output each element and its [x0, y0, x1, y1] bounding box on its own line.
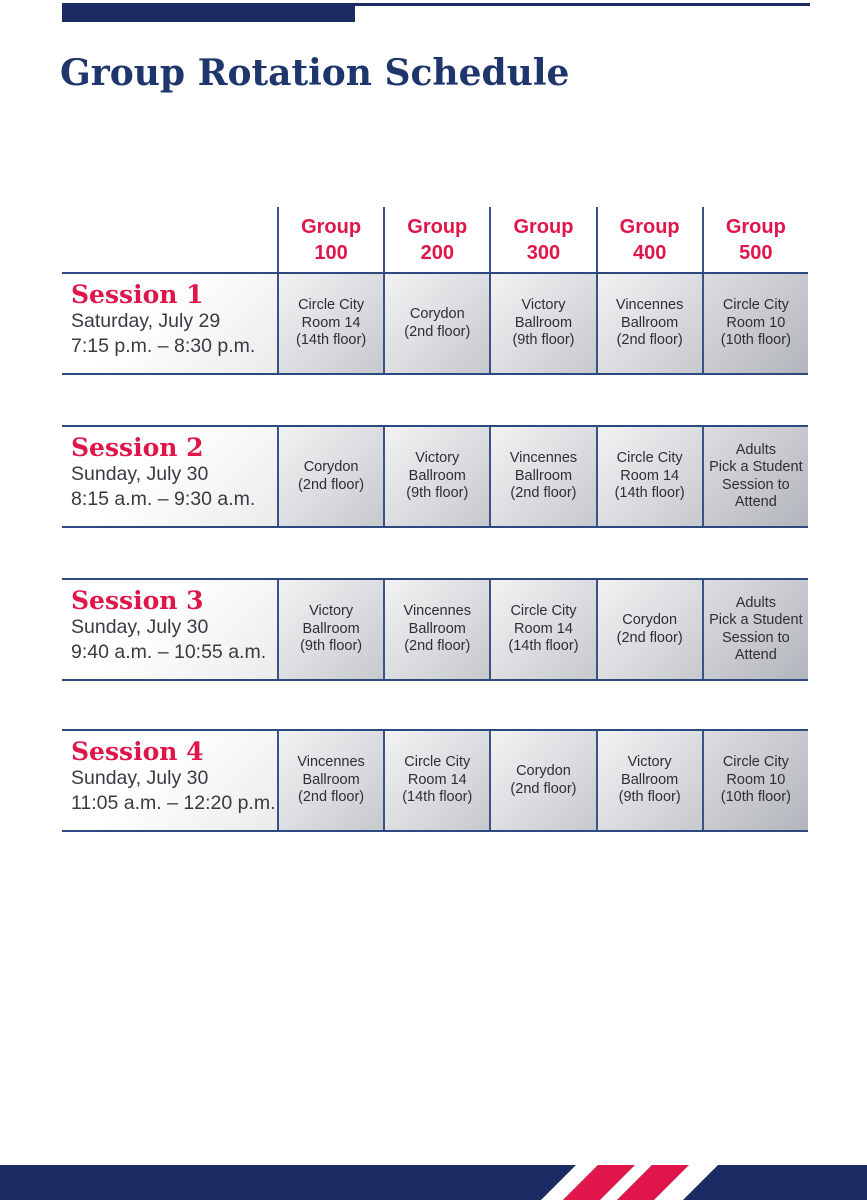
session-3-group-300-room: Circle City Room 14 (14th floor) — [489, 580, 596, 679]
group-header-500: Group 500 — [701, 207, 808, 272]
group-header-100: Group 100 — [277, 207, 383, 272]
group-header-300-label: Group 300 — [513, 215, 574, 264]
group-header-100-label: Group 100 — [301, 215, 362, 264]
room-label: Victory Ballroom (9th floor) — [618, 754, 681, 806]
session-1-group-100-room: Circle City Room 14 (14th floor) — [277, 274, 384, 373]
bottom-accent-bar — [0, 1165, 867, 1200]
session-4-info: Session 4 Sunday, July 30 11:05 a.m. – 1… — [62, 731, 277, 830]
session-2-name: Session 2 — [71, 433, 204, 462]
room-label: Circle City Room 14 (14th floor) — [614, 450, 685, 502]
room-label: Corydon (2nd floor) — [616, 612, 683, 646]
session-row-4: Session 4 Sunday, July 30 11:05 a.m. – 1… — [62, 729, 808, 832]
session-3-group-200-room: Vincennes Ballroom (2nd floor) — [383, 580, 490, 679]
session-3-date: Sunday, July 30 — [71, 615, 209, 638]
session-1-name: Session 1 — [71, 280, 204, 309]
session-2-group-200-room: Victory Ballroom (9th floor) — [383, 427, 490, 526]
session-1-time: 7:15 p.m. – 8:30 p.m. — [71, 335, 256, 358]
session-1-group-500-room: Circle City Room 10 (10th floor) — [701, 274, 808, 373]
room-label: Circle City Room 14 (14th floor) — [508, 603, 579, 655]
session-row-3: Session 3 Sunday, July 30 9:40 a.m. – 10… — [62, 578, 808, 681]
room-label: Adults Pick a Student Session to Attend — [709, 441, 803, 510]
top-accent-line — [62, 3, 810, 6]
session-4-time: 11:05 a.m. – 12:20 p.m. — [71, 792, 276, 815]
session-1-group-200-room: Corydon (2nd floor) — [383, 274, 490, 373]
room-label: Circle City Room 14 (14th floor) — [296, 297, 367, 349]
top-accent-bar — [62, 3, 355, 22]
session-4-group-300-room: Corydon (2nd floor) — [489, 731, 596, 830]
group-header-200: Group 200 — [383, 207, 489, 272]
room-label: Circle City Room 10 (10th floor) — [720, 297, 791, 349]
room-label: Vincennes Ballroom (2nd floor) — [297, 754, 365, 806]
session-3-group-400-room: Corydon (2nd floor) — [595, 580, 702, 679]
session-3-group-500-room: Adults Pick a Student Session to Attend — [701, 580, 808, 679]
room-label: Circle City Room 14 (14th floor) — [402, 754, 473, 806]
session-2-group-400-room: Circle City Room 14 (14th floor) — [595, 427, 702, 526]
room-label: Vincennes Ballroom (2nd floor) — [615, 297, 684, 349]
header-spacer — [62, 207, 277, 272]
room-label: Victory Ballroom (9th floor) — [406, 450, 469, 502]
session-row-2: Session 2 Sunday, July 30 8:15 a.m. – 9:… — [62, 425, 808, 528]
group-header-row: Group 100 Group 200 Group 300 Group 400 … — [62, 207, 808, 272]
group-header-200-label: Group 200 — [407, 215, 468, 264]
session-2-group-500-room: Adults Pick a Student Session to Attend — [701, 427, 808, 526]
session-3-info: Session 3 Sunday, July 30 9:40 a.m. – 10… — [62, 580, 277, 679]
session-2-group-300-room: Vincennes Ballroom (2nd floor) — [489, 427, 596, 526]
session-2-time: 8:15 a.m. – 9:30 a.m. — [71, 488, 256, 511]
session-1-info: Session 1 Saturday, July 29 7:15 p.m. – … — [62, 274, 277, 373]
group-header-300: Group 300 — [489, 207, 595, 272]
session-4-group-500-room: Circle City Room 10 (10th floor) — [701, 731, 808, 830]
session-2-info: Session 2 Sunday, July 30 8:15 a.m. – 9:… — [62, 427, 277, 526]
room-label: Adults Pick a Student Session to Attend — [709, 594, 803, 663]
session-3-group-100-room: Victory Ballroom (9th floor) — [277, 580, 384, 679]
room-label: Victory Ballroom (9th floor) — [512, 297, 575, 349]
room-label: Vincennes Ballroom (2nd floor) — [403, 603, 471, 655]
session-4-group-100-room: Vincennes Ballroom (2nd floor) — [277, 731, 384, 830]
session-4-group-200-room: Circle City Room 14 (14th floor) — [383, 731, 490, 830]
session-1-group-400-room: Vincennes Ballroom (2nd floor) — [595, 274, 702, 373]
session-row-1: Session 1 Saturday, July 29 7:15 p.m. – … — [62, 272, 808, 375]
room-label: Circle City Room 10 (10th floor) — [720, 754, 791, 806]
group-header-400-label: Group 400 — [619, 215, 680, 264]
session-1-group-300-room: Victory Ballroom (9th floor) — [489, 274, 596, 373]
session-4-name: Session 4 — [71, 737, 204, 766]
room-label: Corydon (2nd floor) — [298, 459, 365, 493]
session-1-date: Saturday, July 29 — [71, 309, 221, 332]
room-label: Corydon (2nd floor) — [404, 306, 471, 340]
session-4-date: Sunday, July 30 — [71, 766, 209, 789]
group-header-500-label: Group 500 — [725, 215, 786, 264]
session-3-name: Session 3 — [71, 586, 204, 615]
session-4-group-400-room: Victory Ballroom (9th floor) — [595, 731, 702, 830]
page-title: Group Rotation Schedule — [60, 52, 570, 94]
room-label: Vincennes Ballroom (2nd floor) — [509, 450, 578, 502]
session-2-group-100-room: Corydon (2nd floor) — [277, 427, 384, 526]
session-3-time: 9:40 a.m. – 10:55 a.m. — [71, 641, 267, 664]
room-label: Corydon (2nd floor) — [510, 763, 577, 797]
session-2-date: Sunday, July 30 — [71, 462, 209, 485]
room-label: Victory Ballroom (9th floor) — [300, 603, 363, 655]
group-header-400: Group 400 — [595, 207, 702, 272]
